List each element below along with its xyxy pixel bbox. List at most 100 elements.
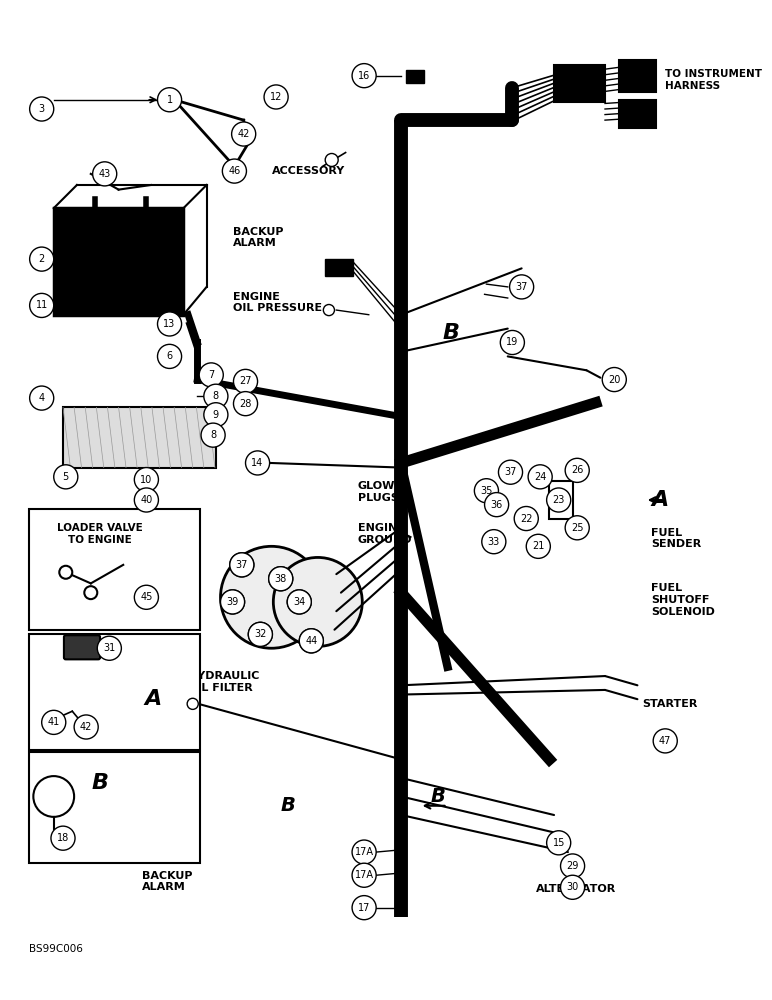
Text: B: B: [431, 787, 445, 806]
Circle shape: [74, 715, 98, 739]
Text: 31: 31: [103, 643, 116, 653]
Circle shape: [300, 629, 323, 653]
Circle shape: [221, 590, 245, 614]
Text: 46: 46: [229, 166, 241, 176]
FancyBboxPatch shape: [63, 407, 216, 468]
Text: 9: 9: [213, 410, 219, 420]
Text: 32: 32: [254, 629, 266, 639]
FancyBboxPatch shape: [619, 60, 656, 92]
Circle shape: [565, 458, 589, 482]
Circle shape: [157, 344, 181, 368]
Text: 39: 39: [226, 597, 239, 607]
Text: 22: 22: [520, 514, 533, 524]
Text: 43: 43: [99, 169, 111, 179]
Circle shape: [245, 451, 269, 475]
Text: A: A: [652, 490, 669, 510]
Circle shape: [352, 863, 376, 887]
Circle shape: [560, 875, 584, 899]
Circle shape: [29, 97, 54, 121]
Circle shape: [325, 153, 338, 166]
Circle shape: [474, 479, 499, 503]
Text: 37: 37: [235, 560, 248, 570]
Circle shape: [264, 85, 288, 109]
Circle shape: [499, 460, 523, 484]
Circle shape: [157, 88, 181, 112]
Text: LOADER VALVE
TO ENGINE: LOADER VALVE TO ENGINE: [57, 523, 143, 545]
Text: 8: 8: [213, 391, 219, 401]
Circle shape: [221, 590, 245, 614]
Text: 24: 24: [534, 472, 547, 482]
Circle shape: [157, 312, 181, 336]
Text: 34: 34: [293, 597, 306, 607]
Text: 37: 37: [516, 282, 528, 292]
Text: STARTER: STARTER: [642, 699, 697, 709]
Text: ENGINE
GROUND: ENGINE GROUND: [357, 523, 412, 545]
FancyBboxPatch shape: [406, 70, 425, 83]
Circle shape: [29, 386, 54, 410]
Text: 5: 5: [63, 472, 69, 482]
Circle shape: [221, 546, 323, 648]
Circle shape: [547, 831, 571, 855]
Circle shape: [249, 622, 273, 646]
Text: 8: 8: [210, 430, 216, 440]
Circle shape: [602, 368, 626, 392]
FancyBboxPatch shape: [550, 481, 573, 519]
Text: 19: 19: [506, 337, 519, 347]
Text: 16: 16: [358, 71, 371, 81]
Text: 42: 42: [238, 129, 250, 139]
Text: TO INSTRUMENT
HARNESS: TO INSTRUMENT HARNESS: [665, 69, 762, 91]
Text: 37: 37: [235, 560, 248, 570]
Text: 38: 38: [275, 574, 287, 584]
Circle shape: [33, 776, 74, 817]
Text: 41: 41: [48, 717, 60, 727]
Text: A: A: [144, 689, 161, 709]
Text: 17: 17: [358, 903, 371, 913]
Circle shape: [514, 506, 538, 531]
FancyBboxPatch shape: [325, 259, 353, 276]
Circle shape: [93, 162, 117, 186]
Text: 35: 35: [480, 486, 493, 496]
Text: 40: 40: [141, 495, 153, 505]
Circle shape: [352, 840, 376, 864]
Circle shape: [269, 567, 293, 591]
Text: B: B: [281, 796, 296, 815]
Circle shape: [323, 305, 334, 316]
Circle shape: [273, 557, 362, 646]
Text: 1: 1: [167, 95, 173, 105]
Circle shape: [528, 465, 552, 489]
Circle shape: [249, 622, 273, 646]
Text: 11: 11: [36, 300, 48, 310]
Text: B: B: [443, 323, 460, 343]
Circle shape: [653, 729, 677, 753]
FancyBboxPatch shape: [619, 100, 656, 128]
Text: ENGINE
OIL PRESSURE: ENGINE OIL PRESSURE: [232, 292, 322, 313]
FancyBboxPatch shape: [54, 208, 184, 315]
Circle shape: [204, 403, 228, 427]
Circle shape: [352, 64, 376, 88]
Text: HYDRAULIC
OIL FILTER: HYDRAULIC OIL FILTER: [188, 671, 259, 693]
Circle shape: [134, 585, 158, 609]
Circle shape: [51, 826, 75, 850]
Text: 34: 34: [293, 597, 306, 607]
Circle shape: [482, 530, 506, 554]
Text: 6: 6: [167, 351, 173, 361]
Circle shape: [187, 698, 198, 709]
Circle shape: [84, 586, 97, 599]
Text: ACCESSORY: ACCESSORY: [272, 166, 345, 176]
Circle shape: [560, 854, 584, 878]
Circle shape: [222, 159, 246, 183]
Text: 45: 45: [141, 592, 153, 602]
Text: 44: 44: [305, 636, 317, 646]
Circle shape: [199, 363, 223, 387]
Circle shape: [204, 384, 228, 408]
FancyBboxPatch shape: [29, 509, 200, 630]
Circle shape: [29, 247, 54, 271]
Text: 10: 10: [141, 475, 153, 485]
Text: 29: 29: [567, 861, 579, 871]
Circle shape: [29, 293, 54, 317]
Circle shape: [547, 488, 571, 512]
Text: 15: 15: [553, 838, 565, 848]
Text: 27: 27: [239, 376, 252, 386]
Text: 47: 47: [659, 736, 672, 746]
Circle shape: [232, 122, 256, 146]
